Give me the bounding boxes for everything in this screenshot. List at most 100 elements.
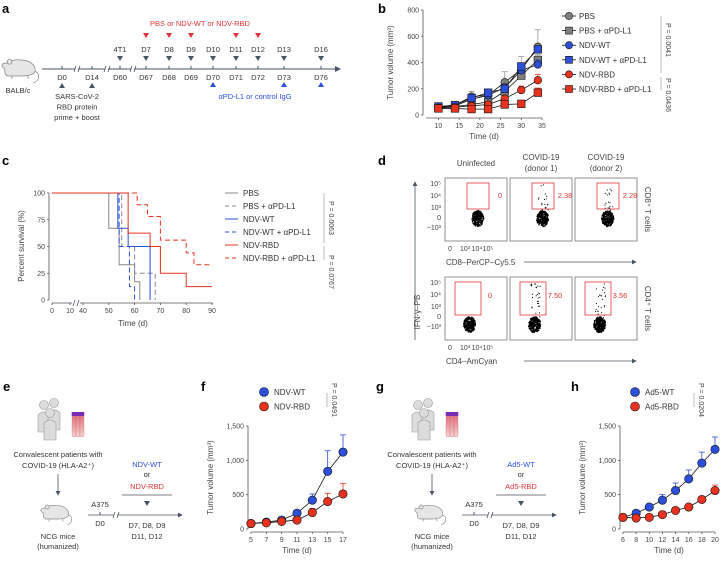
- event-dot: [607, 213, 610, 215]
- event-dot: [468, 330, 470, 333]
- event-dot: [477, 214, 480, 217]
- event-dot: [597, 320, 599, 323]
- data-point: [261, 518, 271, 528]
- event-dot: [601, 214, 603, 216]
- event-dot: [540, 221, 542, 223]
- event-dot: [609, 220, 611, 222]
- down-triangle-icon: [210, 56, 216, 61]
- plot-frame: [444, 177, 508, 242]
- event-dot: [472, 215, 475, 217]
- event-dot: [542, 222, 545, 225]
- event-dot: [541, 218, 543, 221]
- event-dot: [537, 297, 539, 299]
- event-dot: [477, 211, 479, 214]
- event-dot: [606, 215, 609, 217]
- event-dot: [608, 192, 610, 194]
- event-dot: [539, 222, 541, 224]
- legend-label: PBS + αPD-L1: [579, 27, 632, 36]
- treatment-days-label: D11, D12: [131, 532, 162, 541]
- event-dot: [480, 221, 483, 223]
- down-triangle-icon: [233, 56, 239, 61]
- event-dot: [477, 219, 480, 221]
- event-dot: [478, 211, 480, 214]
- event-dot: [532, 331, 535, 333]
- event-dot: [533, 323, 536, 325]
- event-dot: [545, 221, 547, 223]
- event-dot: [539, 217, 542, 219]
- event-dot: [535, 286, 537, 288]
- event-dot: [599, 325, 601, 327]
- event-dot: [530, 283, 532, 285]
- legend-item: NDV-WT: [562, 41, 611, 50]
- event-dot: [532, 296, 534, 298]
- event-dot: [466, 327, 469, 329]
- gate-percentage: 2.28: [623, 191, 638, 200]
- event-dot: [528, 326, 530, 328]
- legend-item: PBS + αPD-L1: [225, 202, 296, 211]
- event-dot: [469, 317, 471, 319]
- data-point: [277, 516, 287, 526]
- data-point: [533, 76, 542, 85]
- treatment-day-label: D16: [314, 45, 328, 54]
- event-dot: [596, 327, 599, 329]
- event-dot: [546, 222, 548, 224]
- event-dot: [600, 323, 602, 326]
- event-dot: [595, 328, 597, 330]
- event-dot: [532, 328, 534, 330]
- event-dot: [538, 221, 541, 223]
- event-dot: [528, 325, 530, 327]
- event-dot: [597, 318, 599, 320]
- blue-triangle-icon: [210, 82, 216, 87]
- data-point: [307, 508, 317, 518]
- event-dot: [536, 320, 538, 322]
- event-dot: [544, 225, 546, 227]
- event-dot: [463, 325, 465, 327]
- event-dot: [610, 219, 612, 222]
- event-dot: [600, 320, 602, 323]
- event-dot: [539, 324, 542, 327]
- event-dot: [474, 218, 476, 220]
- event-dot: [477, 217, 479, 219]
- event-dot: [604, 305, 606, 307]
- event-dot: [600, 328, 602, 330]
- event-dot: [603, 221, 605, 223]
- event-dot: [477, 220, 479, 222]
- event-dot: [480, 220, 482, 222]
- patients-label: COVID-19 (HLA-A2⁺): [396, 461, 468, 470]
- x-tick-label: 60: [131, 308, 139, 315]
- event-dot: [530, 326, 532, 328]
- legend-item: NDV-WT: [259, 387, 306, 397]
- event-dot: [540, 216, 543, 218]
- event-dot: [540, 219, 542, 221]
- panel-label: f: [201, 379, 206, 394]
- event-dot: [471, 329, 474, 331]
- legend-label: NDV-RBD: [243, 241, 279, 250]
- event-dot: [601, 320, 604, 323]
- event-dot: [604, 221, 606, 223]
- event-dot: [470, 321, 472, 323]
- data-point: [657, 495, 667, 505]
- event-dot: [467, 320, 469, 323]
- event-dot: [535, 316, 537, 318]
- event-dot: [539, 219, 542, 222]
- event-dot: [596, 331, 598, 333]
- vaccine-label: prime + boost: [54, 113, 101, 122]
- event-dot: [465, 328, 468, 330]
- data-point: [644, 502, 654, 512]
- event-dot: [536, 330, 538, 333]
- event-dot: [594, 327, 597, 329]
- day-label: D76: [314, 73, 328, 82]
- event-dot: [593, 323, 595, 326]
- event-dot: [545, 219, 547, 222]
- event-dot: [602, 214, 605, 216]
- event-dot: [542, 219, 544, 222]
- event-dot: [600, 326, 602, 329]
- event-dot: [540, 185, 542, 187]
- event-dot: [536, 321, 538, 323]
- event-dot: [473, 220, 475, 222]
- row-label: CD4⁺ T cells: [643, 286, 652, 331]
- event-dot: [608, 221, 611, 223]
- event-dot: [601, 326, 603, 328]
- event-dot: [601, 328, 603, 330]
- event-dot: [609, 193, 611, 195]
